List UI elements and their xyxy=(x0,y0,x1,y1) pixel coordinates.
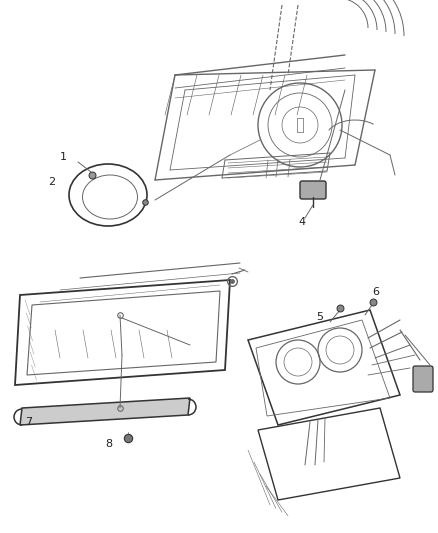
Text: 4: 4 xyxy=(298,217,305,227)
FancyBboxPatch shape xyxy=(413,366,433,392)
Text: 6: 6 xyxy=(372,287,379,297)
Text: 2: 2 xyxy=(48,177,55,187)
Text: 1: 1 xyxy=(60,152,67,162)
Text: 5: 5 xyxy=(316,312,323,322)
Text: 7: 7 xyxy=(25,417,32,427)
Text: 8: 8 xyxy=(105,439,112,449)
Polygon shape xyxy=(20,398,190,425)
FancyBboxPatch shape xyxy=(300,181,326,199)
